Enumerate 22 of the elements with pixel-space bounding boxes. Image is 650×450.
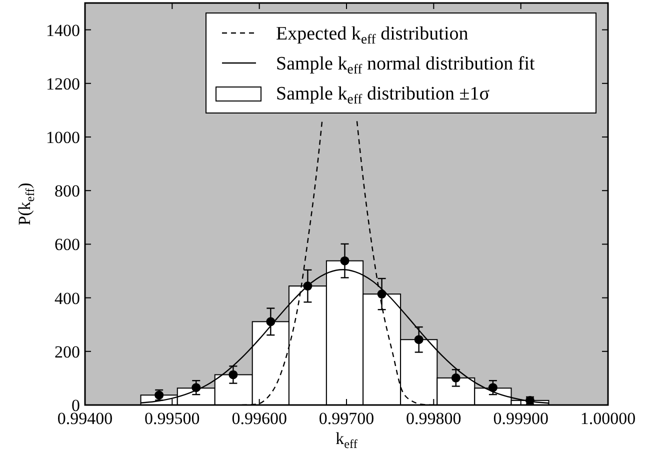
- y-tick-label: 400: [54, 288, 80, 308]
- y-tick-label: 1200: [46, 74, 80, 94]
- legend-label: Sample k$_{eff}$ normal distribution fit: [276, 54, 536, 77]
- x-tick-label: 0.99600: [232, 409, 287, 428]
- x-tick-label: 0.99800: [406, 409, 462, 428]
- x-tick-label: 1.00000: [580, 409, 636, 428]
- y-tick-label: 1000: [46, 128, 80, 147]
- legend-label: Sample k$_{eff}$ distribution ±1σ: [276, 84, 490, 107]
- x-tick-label: 0.99700: [318, 409, 374, 428]
- point: [488, 383, 498, 392]
- x-axis-title: k$_{eff}$: [336, 429, 358, 450]
- y-tick-label: 200: [54, 342, 80, 362]
- x-tick-label: 0.99900: [493, 409, 548, 428]
- y-tick-label: 600: [54, 235, 80, 254]
- legend-label: Expected k$_{eff}$ distribution: [276, 24, 469, 47]
- point: [228, 370, 238, 380]
- point: [451, 373, 460, 382]
- x-tick-label: 0.99500: [144, 409, 200, 428]
- point: [414, 335, 424, 344]
- y-tick-label: 800: [54, 182, 80, 201]
- y-tick-label: 1400: [46, 20, 80, 40]
- point: [340, 256, 350, 266]
